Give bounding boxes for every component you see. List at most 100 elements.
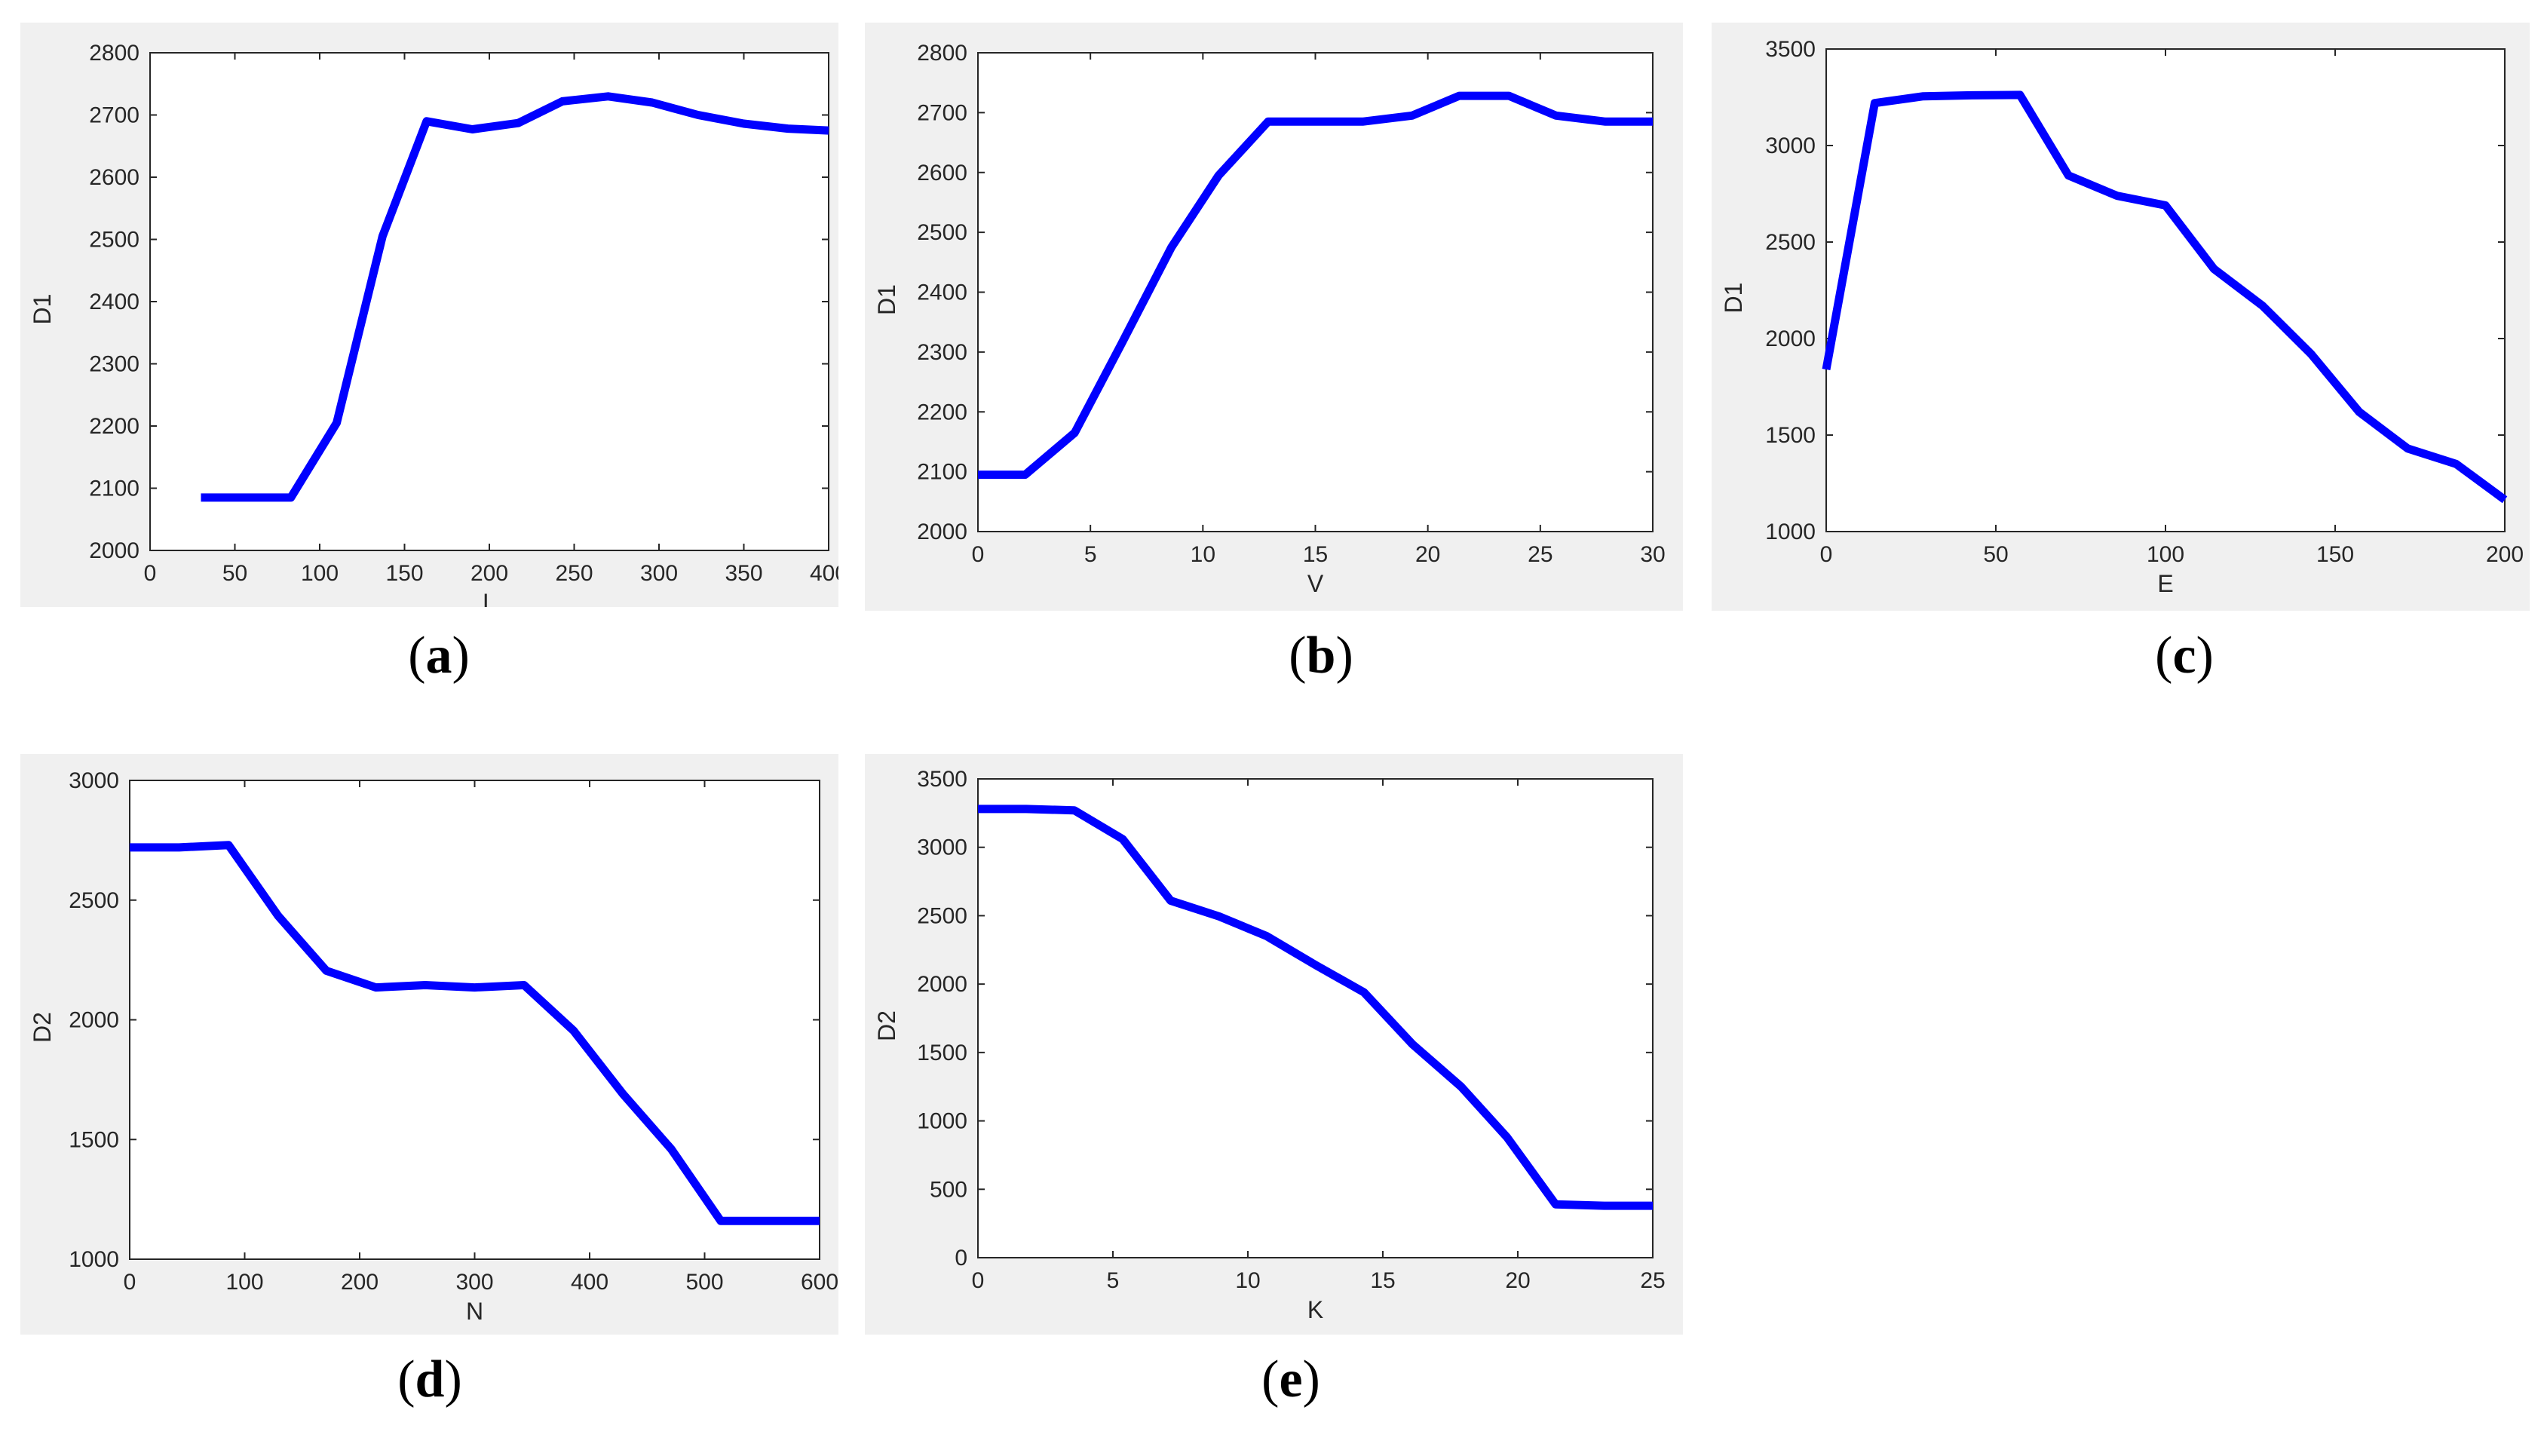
caption-open-paren: ( xyxy=(1261,1350,1280,1408)
y-tick-label: 2400 xyxy=(89,290,139,314)
caption-letter: e xyxy=(1279,1350,1303,1408)
caption-letter: c xyxy=(2172,627,2196,685)
series-line xyxy=(978,91,1653,480)
x-tick-label: 250 xyxy=(555,561,593,586)
y-tick-label: 2300 xyxy=(89,352,139,377)
y-tick-label: 2000 xyxy=(89,538,139,563)
caption-letter: d xyxy=(415,1350,445,1408)
series-line xyxy=(201,92,829,502)
y-tick-label: 2100 xyxy=(89,477,139,501)
y-tick-label: 2500 xyxy=(89,228,139,253)
y-tick-label: 2000 xyxy=(917,520,967,544)
x-tick-label: 500 xyxy=(685,1270,723,1295)
y-tick-label: 2500 xyxy=(1765,230,1816,255)
chart-panel-2: 0 50 100 150 200 1000 1500 2000 2500 3000 3500 E D1 xyxy=(1712,23,2530,611)
y-tick-label: 2200 xyxy=(89,414,139,439)
caption-letter: a xyxy=(425,627,452,685)
chart-panel-1: 0 5 10 15 20 25 30 2000 2100 2200 2300 2400 2500 2600… xyxy=(865,23,1683,611)
y-tick-label: 3000 xyxy=(917,835,967,860)
panel-caption: (d) xyxy=(354,1350,505,1410)
y-tick-label: 2100 xyxy=(917,460,967,485)
x-axis-label: N xyxy=(466,1298,483,1325)
y-tick-label: 0 xyxy=(955,1246,967,1271)
caption-open-paren: ( xyxy=(397,1350,415,1408)
x-tick-label: 600 xyxy=(801,1270,838,1295)
axes-box xyxy=(149,52,829,551)
y-tick-label: 2000 xyxy=(917,972,967,997)
x-axis-label: L xyxy=(483,589,496,607)
caption-close-paren: ) xyxy=(452,627,470,685)
axes-box xyxy=(977,778,1654,1258)
caption-open-paren: ( xyxy=(2155,627,2173,685)
y-tick-label: 2800 xyxy=(917,41,967,66)
y-tick-label: 1000 xyxy=(917,1109,967,1134)
y-tick-label: 1500 xyxy=(917,1041,967,1065)
caption-open-paren: ( xyxy=(1289,627,1307,685)
x-tick-label: 0 xyxy=(972,1268,985,1293)
y-tick-label: 2500 xyxy=(917,220,967,245)
x-tick-label: 0 xyxy=(972,542,985,567)
chart-panel-4: 0 5 10 15 20 25 0 500 1000 1500 2000 2500 3000 3500 K D… xyxy=(865,754,1683,1335)
y-tick-label: 2700 xyxy=(89,103,139,128)
y-tick-label: 2600 xyxy=(917,161,967,185)
x-tick-label: 50 xyxy=(222,561,247,586)
y-tick-label: 2000 xyxy=(1765,326,1816,351)
y-axis-label: D2 xyxy=(29,1012,56,1043)
axes-box xyxy=(129,780,820,1260)
y-axis-label: D2 xyxy=(873,1010,900,1041)
y-tick-label: 2600 xyxy=(89,165,139,190)
x-tick-label: 400 xyxy=(571,1270,608,1295)
x-tick-label: 100 xyxy=(301,561,339,586)
x-tick-label: 150 xyxy=(385,561,423,586)
y-tick-label: 2500 xyxy=(69,888,119,913)
chart-svg-3: 0 100 200 300 400 500 600 1000 1500 2000 2500 3000 N… xyxy=(29,768,838,1325)
plot-area xyxy=(150,53,829,550)
x-tick-label: 100 xyxy=(225,1270,263,1295)
y-tick-label: 1500 xyxy=(1765,423,1816,448)
y-tick-label: 2200 xyxy=(917,400,967,425)
y-tick-label: 3500 xyxy=(1765,37,1816,62)
x-tick-label: 25 xyxy=(1528,542,1552,567)
x-tick-label: 50 xyxy=(1983,542,2008,567)
x-tick-label: 300 xyxy=(455,1270,493,1295)
caption-letter: b xyxy=(1306,627,1336,685)
y-tick-label: 2300 xyxy=(917,340,967,365)
caption-close-paren: ) xyxy=(1335,627,1353,685)
x-tick-label: 150 xyxy=(2316,542,2354,567)
x-tick-label: 0 xyxy=(124,1270,136,1295)
series-line xyxy=(130,841,820,1225)
x-tick-label: 10 xyxy=(1191,542,1215,567)
chart-svg-0: 0 50 100 150 200 250 300 350 400 2000 2100 2200 2300… xyxy=(29,41,838,607)
x-axis-label: K xyxy=(1307,1296,1323,1323)
x-tick-label: 300 xyxy=(640,561,678,586)
panel-caption: (a) xyxy=(363,626,514,686)
chart-panel-3: 0 100 200 300 400 500 600 1000 1500 2000 2500 3000 N… xyxy=(20,754,838,1335)
plot-area xyxy=(978,53,1653,532)
x-tick-label: 15 xyxy=(1370,1268,1395,1293)
chart-panel-0: 0 50 100 150 200 250 300 350 400 2000 2100 2200 2300… xyxy=(20,23,838,607)
x-tick-label: 20 xyxy=(1415,542,1440,567)
y-tick-label: 2400 xyxy=(917,280,967,305)
x-axis-label: E xyxy=(2157,570,2173,597)
x-tick-label: 15 xyxy=(1303,542,1328,567)
series-line xyxy=(1822,90,2508,504)
y-tick-label: 2500 xyxy=(917,903,967,928)
y-axis-label: D1 xyxy=(29,294,56,325)
x-tick-label: 350 xyxy=(725,561,762,586)
caption-close-paren: ) xyxy=(444,1350,462,1408)
caption-close-paren: ) xyxy=(1302,1350,1320,1408)
axes-box xyxy=(1825,48,2506,532)
y-tick-label: 3500 xyxy=(917,767,967,792)
x-tick-label: 5 xyxy=(1084,542,1097,567)
series-line xyxy=(978,805,1653,1210)
x-tick-label: 5 xyxy=(1107,1268,1120,1293)
y-tick-label: 1500 xyxy=(69,1127,119,1152)
y-tick-label: 1000 xyxy=(69,1247,119,1272)
panel-caption: (c) xyxy=(2109,626,2260,686)
axes-box xyxy=(977,52,1654,532)
x-axis-label: V xyxy=(1307,570,1324,597)
x-tick-label: 200 xyxy=(470,561,508,586)
x-tick-label: 400 xyxy=(810,561,838,586)
caption-open-paren: ( xyxy=(408,627,426,685)
x-tick-label: 200 xyxy=(2486,542,2524,567)
